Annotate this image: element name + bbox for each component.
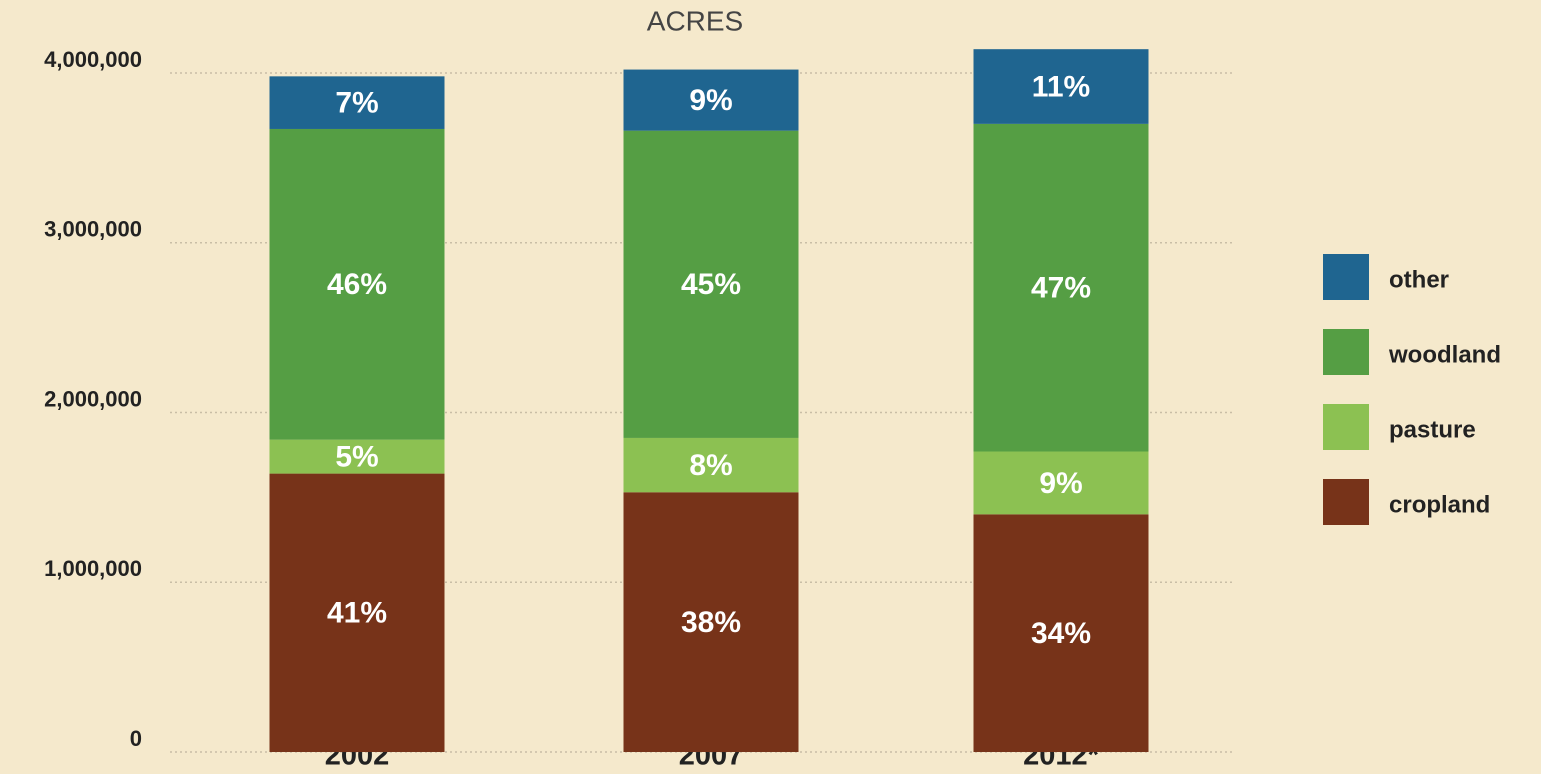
bar-segment [269, 473, 445, 752]
share-label: 46% [327, 268, 387, 301]
bar-segment [973, 514, 1149, 752]
share-label: 5% [335, 441, 378, 474]
legend-label: woodland [1388, 341, 1501, 368]
share-label: 38% [681, 606, 741, 639]
share-label: 7% [335, 87, 378, 120]
bar-segment [973, 49, 1149, 124]
bar-segment [623, 69, 799, 131]
legend-label: pasture [1389, 416, 1476, 443]
share-label: 9% [689, 84, 732, 117]
bar-segment [623, 492, 799, 752]
share-label: 9% [1039, 467, 1082, 500]
legend-swatch [1323, 479, 1369, 525]
bar-segment [973, 123, 1149, 452]
legend-label: cropland [1389, 491, 1490, 518]
bar-segment [973, 451, 1149, 515]
legend-swatch [1323, 254, 1369, 300]
legend-swatch [1323, 329, 1369, 375]
chart-title: ACRES [647, 5, 743, 36]
bar-segment [269, 128, 445, 440]
y-tick-label: 4,000,000 [44, 47, 142, 72]
legend-swatch [1323, 404, 1369, 450]
bar-segment [269, 76, 445, 129]
share-label: 41% [327, 597, 387, 630]
share-label: 8% [689, 449, 732, 482]
legend-label: other [1389, 266, 1449, 293]
bar-segment [623, 130, 799, 438]
y-tick-label: 0 [130, 726, 142, 751]
share-label: 45% [681, 268, 741, 301]
share-label: 34% [1031, 617, 1091, 650]
y-tick-label: 3,000,000 [44, 217, 142, 242]
share-label: 47% [1031, 272, 1091, 305]
y-tick-label: 2,000,000 [44, 386, 142, 411]
y-tick-label: 1,000,000 [44, 556, 142, 581]
share-label: 11% [1032, 70, 1090, 103]
bar-segment [269, 439, 445, 474]
bar-segment [623, 437, 799, 493]
